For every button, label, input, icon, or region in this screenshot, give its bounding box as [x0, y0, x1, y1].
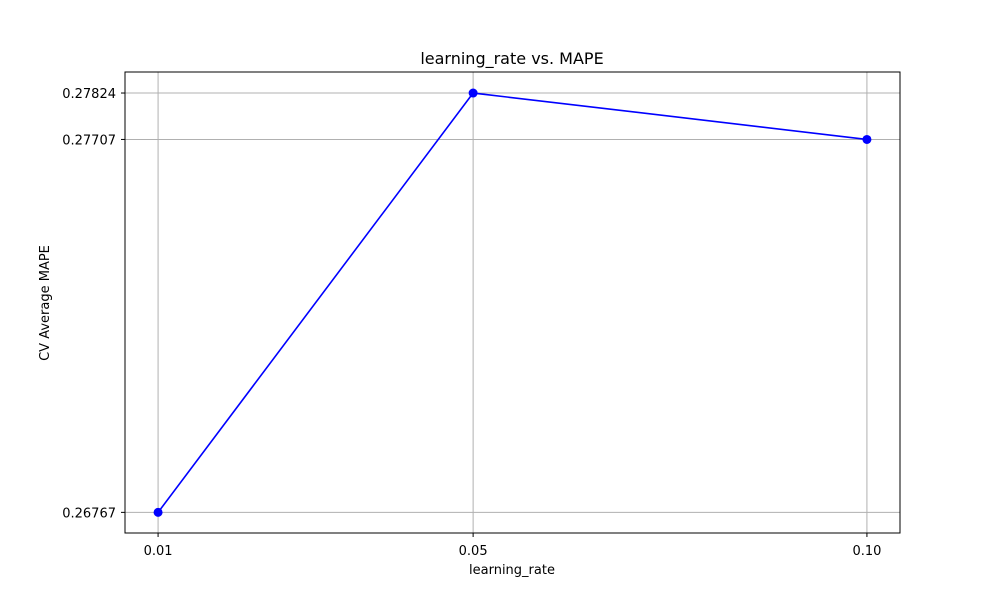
y-tick-label: 0.26767	[62, 506, 116, 521]
chart-title: learning_rate vs. MAPE	[420, 49, 603, 69]
grid	[125, 72, 900, 533]
data-point	[153, 507, 163, 517]
plot-frame	[124, 71, 901, 534]
x-axis-label: learning_rate	[469, 563, 555, 578]
ticks: 0.01 0.05 0.10 0.26767 0.27707 0.27824	[62, 87, 881, 559]
x-tick-label: 0.01	[144, 544, 173, 559]
y-tick-label: 0.27707	[62, 133, 116, 148]
data-point	[468, 88, 478, 98]
x-tick-label: 0.05	[459, 544, 488, 559]
y-tick-label: 0.27824	[62, 87, 116, 102]
y-axis-label: CV Average MAPE	[38, 245, 53, 361]
data-point	[862, 134, 872, 144]
x-tick-label: 0.10	[852, 544, 881, 559]
series	[153, 88, 872, 517]
